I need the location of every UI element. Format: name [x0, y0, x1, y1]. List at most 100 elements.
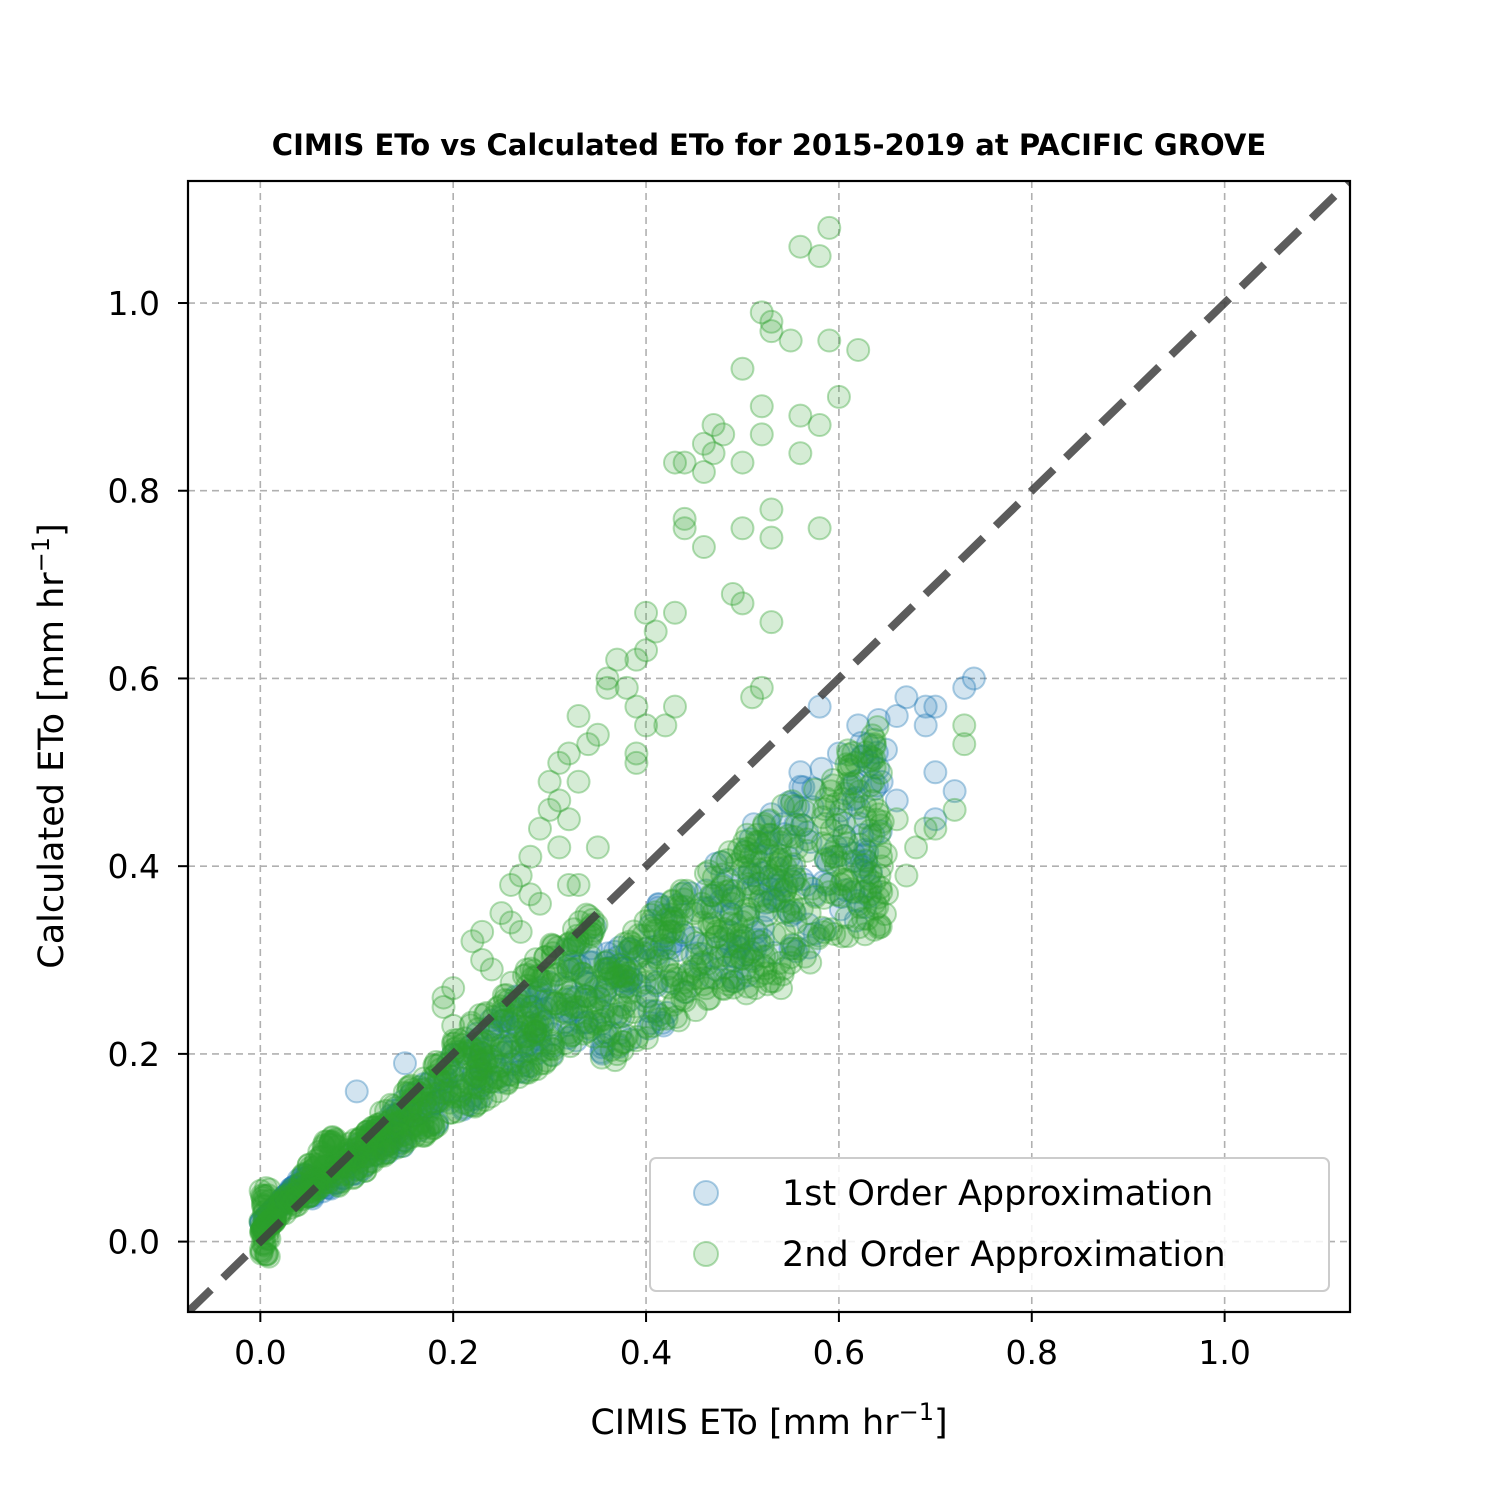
- data-point: [253, 1242, 278, 1267]
- data-point: [416, 1119, 441, 1144]
- data-point: [276, 1182, 301, 1207]
- data-point: [255, 1203, 280, 1228]
- data-point: [721, 885, 746, 910]
- data-point: [823, 853, 848, 878]
- data-point: [684, 956, 709, 981]
- legend: 1st Order Approximation 2nd Order Approx…: [649, 1157, 1330, 1292]
- data-point: [863, 896, 888, 921]
- data-point: [643, 900, 668, 925]
- data-point: [904, 835, 929, 860]
- data-point: [866, 885, 891, 910]
- data-point: [671, 920, 696, 945]
- data-point: [733, 840, 758, 865]
- data-point: [340, 1162, 365, 1187]
- data-point: [271, 1188, 296, 1213]
- data-point: [864, 740, 889, 765]
- data-point: [778, 936, 803, 961]
- data-point: [642, 918, 667, 943]
- data-point: [923, 816, 948, 841]
- data-point: [377, 1132, 402, 1157]
- data-point: [540, 1043, 565, 1068]
- data-point: [296, 1160, 321, 1185]
- data-point: [771, 956, 796, 981]
- data-point: [810, 805, 835, 830]
- data-point: [694, 976, 719, 1001]
- data-point: [778, 328, 803, 353]
- data-point: [866, 707, 891, 732]
- data-point: [750, 861, 775, 886]
- data-point: [248, 1210, 273, 1235]
- data-point: [423, 1091, 448, 1116]
- data-point: [762, 888, 787, 913]
- data-point: [862, 870, 887, 895]
- data-point: [534, 989, 559, 1014]
- data-point: [828, 897, 853, 922]
- data-point: [552, 1010, 577, 1035]
- data-point: [388, 1130, 413, 1155]
- data-point: [779, 854, 804, 879]
- data-point: [841, 880, 866, 905]
- data-point: [744, 829, 769, 854]
- data-point: [309, 1144, 334, 1169]
- data-point: [772, 900, 797, 925]
- data-point: [661, 920, 686, 945]
- data-point: [841, 740, 866, 765]
- data-point: [441, 976, 466, 1001]
- data-point: [819, 818, 844, 843]
- data-point: [321, 1130, 346, 1155]
- data-point: [257, 1177, 282, 1202]
- data-point: [855, 732, 880, 757]
- data-point: [280, 1179, 305, 1204]
- data-point: [678, 974, 703, 999]
- data-point: [344, 1157, 369, 1182]
- legend-marker-second-order: [693, 1241, 719, 1267]
- data-point: [371, 1136, 396, 1161]
- data-point: [292, 1166, 317, 1191]
- data-point: [701, 900, 726, 925]
- data-point: [628, 943, 653, 968]
- data-point: [528, 1022, 553, 1047]
- data-point: [342, 1165, 367, 1190]
- data-point: [756, 866, 781, 891]
- data-point: [736, 875, 761, 900]
- data-point: [645, 942, 670, 967]
- data-point: [621, 919, 646, 944]
- data-point: [608, 952, 633, 977]
- data-point: [410, 1109, 435, 1134]
- data-point: [311, 1141, 336, 1166]
- data-point: [656, 969, 681, 994]
- data-point: [783, 812, 808, 837]
- data-point: [715, 934, 740, 959]
- data-point: [721, 969, 746, 994]
- data-point: [553, 1031, 578, 1056]
- data-point: [641, 916, 666, 941]
- data-point: [652, 936, 677, 961]
- data-point: [820, 773, 845, 798]
- data-point: [700, 883, 725, 908]
- data-point: [530, 968, 555, 993]
- data-point: [780, 833, 805, 858]
- data-point: [518, 995, 543, 1020]
- data-point: [788, 403, 813, 428]
- data-point: [585, 722, 610, 747]
- data-point: [595, 666, 620, 691]
- data-point: [312, 1134, 337, 1159]
- data-point: [430, 1088, 455, 1113]
- data-point: [578, 1017, 603, 1042]
- data-point: [736, 905, 761, 930]
- data-point: [580, 996, 605, 1021]
- data-point: [281, 1179, 306, 1204]
- data-point: [541, 1037, 566, 1062]
- data-point: [528, 975, 553, 1000]
- data-point: [431, 985, 456, 1010]
- data-point: [655, 949, 680, 974]
- data-point: [746, 850, 771, 875]
- data-point: [782, 852, 807, 877]
- data-point: [265, 1194, 290, 1219]
- data-point: [701, 911, 726, 936]
- data-point: [511, 1059, 536, 1084]
- data-point: [652, 903, 677, 928]
- data-point: [638, 948, 663, 973]
- data-point: [640, 1014, 665, 1039]
- data-point: [780, 891, 805, 916]
